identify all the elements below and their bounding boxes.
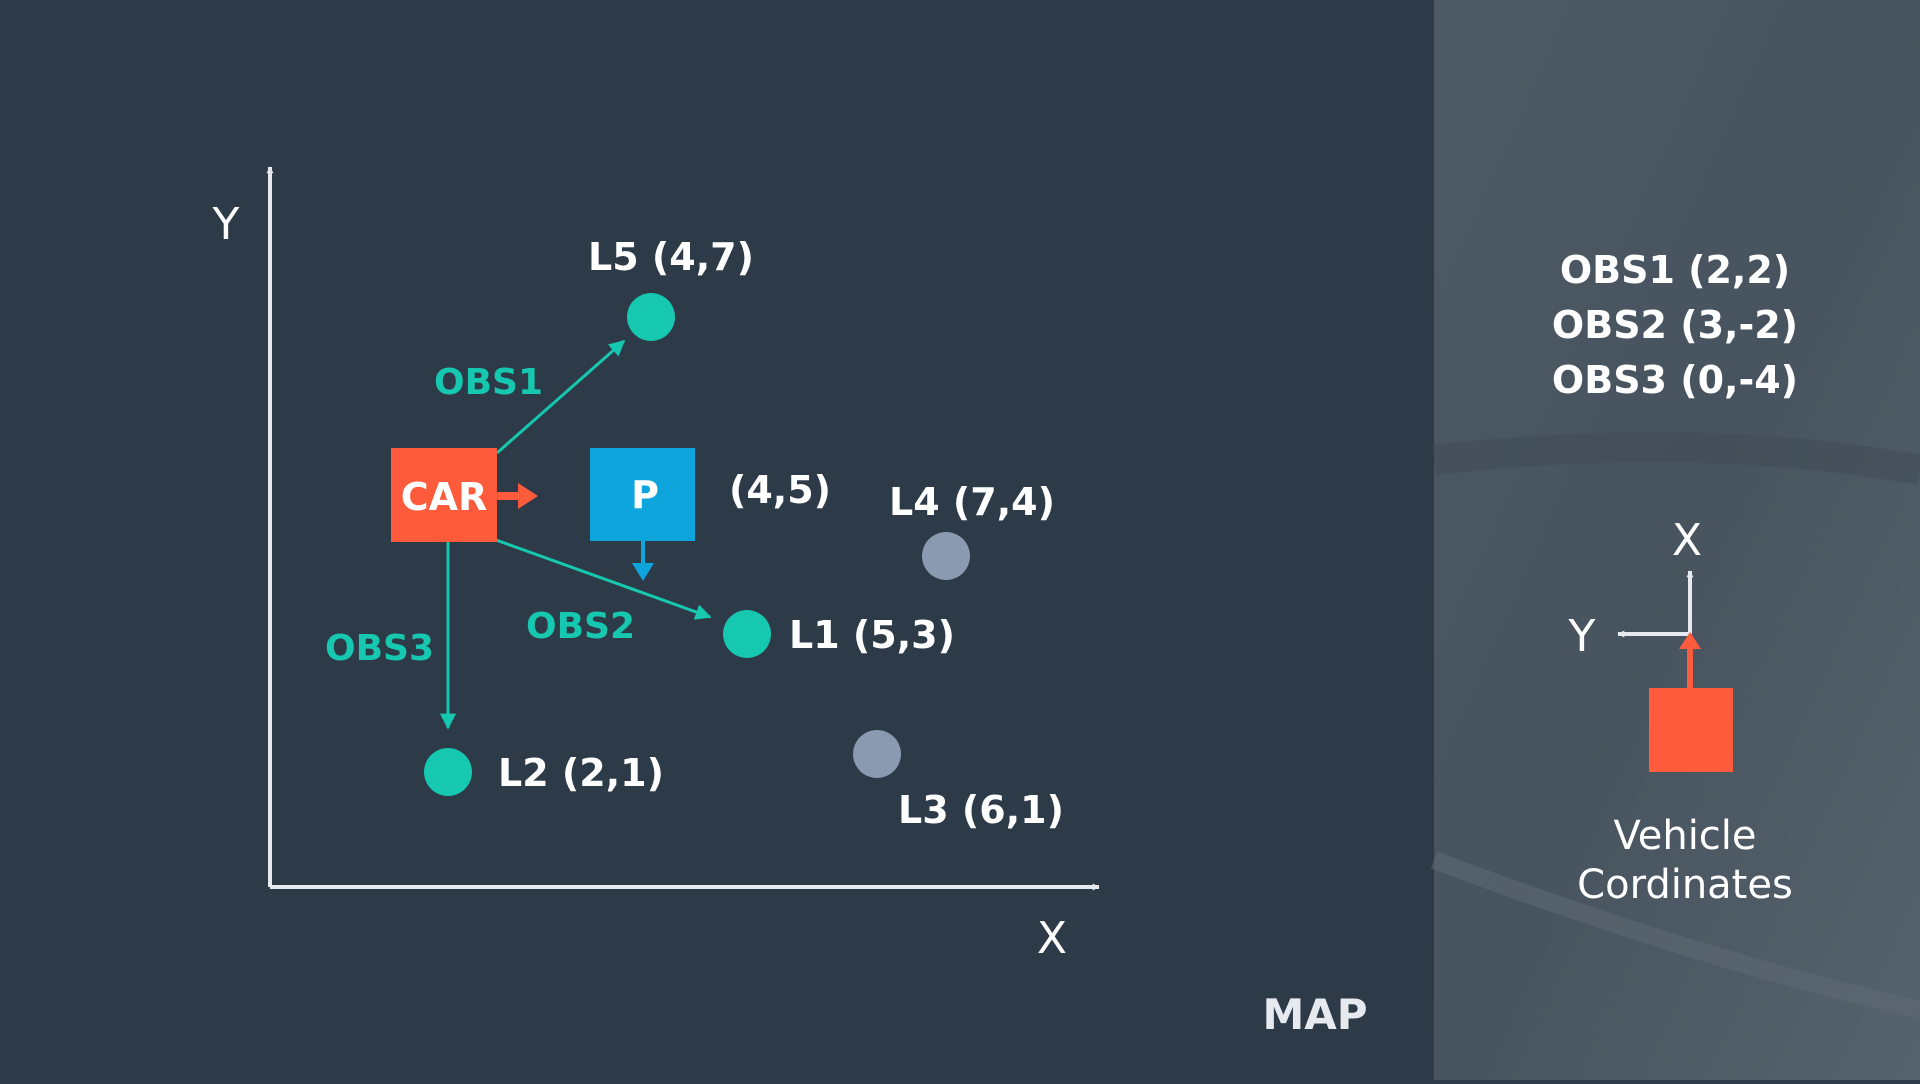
obs1-arrow [496,339,626,455]
particle-label: P [631,473,659,517]
obs1-label: OBS1 [434,362,543,403]
obs2-arrow [495,538,712,620]
panel-background [1434,0,1920,1080]
car-box [391,448,497,542]
landmark-l1-label: L1 (5,3) [789,613,955,657]
landmark-l4-marker [922,532,970,580]
vehicle-coordinates-panel: OBS1 (2,2) OBS2 (3,-2) OBS3 (0,-4) X Y V… [1430,0,1920,1080]
map-area: X Y OBS1 OBS2 OBS3 CAR P (4,5) L5 (4,7) … [212,166,1368,1039]
caption-line-1: Vehicle [1613,813,1756,859]
car-label: CAR [401,475,488,519]
panel-obs-1: OBS1 (2,2) [1560,248,1790,292]
vehicle-x-label: X [1672,515,1702,566]
panel-obs-2: OBS2 (3,-2) [1552,303,1798,347]
landmark-l4-label: L4 (7,4) [889,480,1055,524]
landmark-l2-label: L2 (2,1) [498,751,664,795]
panel-decoration [1430,851,1920,1019]
caption-line-2: Cordinates [1577,862,1793,908]
particle-coords: (4,5) [729,468,831,512]
landmark-l1-marker [723,610,771,658]
map-x-label: X [1037,913,1067,964]
landmark-l5-marker [627,293,675,341]
landmark-l3-label: L3 (6,1) [898,788,1064,832]
particle-heading-arrow [632,563,654,581]
vehicle-heading-arrow [1679,632,1701,649]
landmark-l3-marker [853,730,901,778]
vehicle-y-label: Y [1568,611,1596,662]
panel-decoration-2 [1432,432,1920,485]
map-title: MAP [1262,990,1367,1039]
obs2-label: OBS2 [526,606,635,647]
landmark-l2-marker [424,748,472,796]
vehicle-box [1649,688,1733,772]
particle-box [590,448,695,541]
panel-obs-3: OBS3 (0,-4) [1552,358,1798,402]
obs3-label: OBS3 [325,628,434,669]
map-y-label: Y [212,199,240,250]
car-heading-arrow [497,483,538,509]
landmark-l5-label: L5 (4,7) [588,235,754,279]
